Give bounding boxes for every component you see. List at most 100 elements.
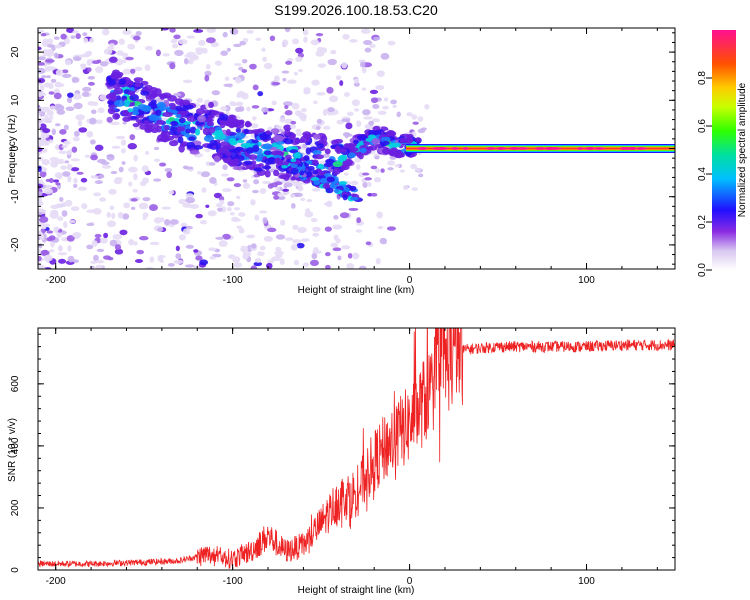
spectrogram-blob — [226, 177, 235, 182]
spectrogram-blob — [379, 237, 387, 245]
spectrogram-blob — [242, 251, 252, 257]
spectrogram-blob — [332, 161, 343, 168]
spectrogram-blob — [284, 237, 294, 241]
spectrogram-blob — [59, 128, 67, 135]
spectrogram-blob — [133, 154, 138, 162]
spectrogram-blob — [72, 232, 82, 238]
spectrogram-blob — [110, 121, 120, 126]
spectrogram-blob — [399, 169, 405, 173]
spectrogram-blob — [82, 32, 88, 37]
spectrogram-blob — [218, 240, 228, 247]
spectrogram-blob — [346, 111, 354, 117]
spectrogram-blob — [57, 252, 68, 256]
spectrogram-blob — [377, 225, 384, 230]
spectrogram-blob — [128, 238, 135, 246]
spectrogram-blob — [334, 138, 344, 144]
spectrogram-blob — [284, 182, 293, 188]
spectrogram-blob — [96, 248, 105, 253]
spectrogram-blob — [363, 116, 373, 120]
spectrogram-blob — [87, 75, 96, 80]
spectrogram-blob — [281, 161, 289, 167]
spectrogram-blob — [327, 58, 338, 66]
spectrogram-blob — [38, 243, 43, 249]
spectrogram-blob — [415, 137, 422, 143]
spectrogram-blob — [390, 99, 398, 105]
spectrogram-blob — [392, 104, 397, 108]
spectrogram-x-tick-label: -100 — [223, 275, 243, 286]
spectrogram-blob — [353, 139, 359, 145]
spectrogram-blob — [134, 258, 144, 263]
spectrogram-blob — [274, 157, 282, 164]
spectrogram-blob — [282, 39, 289, 47]
spectrogram-blob — [133, 241, 138, 246]
colorbar-tick-label: 0.2 — [697, 215, 708, 229]
spectrogram-blob — [107, 100, 115, 106]
spectrogram-blob — [38, 56, 46, 61]
spectrogram-blob — [231, 102, 238, 107]
spectrogram-blob — [113, 99, 125, 107]
spectrogram-blob — [185, 244, 194, 249]
spectrogram-blob — [173, 259, 184, 264]
spectrogram-blob — [253, 179, 260, 185]
spectrogram-blob — [134, 66, 143, 72]
spectrogram-blob — [352, 252, 360, 260]
spectrogram-blob — [65, 106, 75, 112]
spectrogram-blob — [326, 176, 335, 183]
spectrogram-blob — [130, 68, 136, 74]
spectrogram-blob — [341, 62, 348, 69]
spectrogram-blob — [290, 120, 297, 125]
spectrogram-blob — [254, 214, 260, 221]
spectrogram-blob — [245, 142, 253, 149]
spectrogram-blob — [250, 243, 257, 249]
spectrogram-blob — [61, 144, 68, 148]
spectrogram-blob — [196, 170, 202, 175]
spectrogram-blob — [369, 89, 379, 95]
spectrogram-band-spot — [462, 147, 469, 150]
spectrogram-blob — [82, 86, 92, 92]
spectrogram-blob — [244, 120, 251, 128]
spectrogram-blob — [128, 166, 138, 173]
spectrogram-blob — [47, 109, 54, 117]
spectrogram-blob — [174, 49, 184, 57]
spectrogram-blob — [128, 181, 133, 187]
spectrogram-blob — [335, 75, 342, 81]
spectrogram-blob — [205, 63, 211, 70]
spectrogram-blob — [380, 136, 391, 141]
spectrogram-blob — [135, 31, 142, 36]
spectrogram-blob — [228, 137, 237, 145]
spectrogram-blob — [257, 251, 265, 257]
spectrogram-blob — [123, 99, 131, 107]
spectrogram-blob — [206, 28, 217, 34]
spectrogram-blob — [202, 109, 210, 114]
spectrogram-blob — [282, 188, 290, 192]
spectrogram-blob — [199, 219, 207, 225]
spectrogram-blob — [327, 111, 333, 116]
spectrogram-blob — [63, 124, 69, 131]
spectrogram-blob — [66, 163, 73, 171]
spectrogram-blob — [218, 146, 229, 154]
spectrogram-blob — [136, 249, 145, 255]
spectrogram-blob — [53, 92, 62, 100]
spectrogram-blob — [275, 234, 286, 240]
spectrogram-blob — [38, 266, 43, 269]
spectrogram-blob — [130, 206, 136, 210]
spectrogram-blob — [302, 262, 309, 267]
spectrogram-blob — [262, 143, 273, 150]
spectrogram-blob — [237, 212, 246, 217]
spectrogram-blob — [305, 147, 312, 155]
spectrogram-blob — [144, 64, 151, 72]
spectrogram-blob — [232, 118, 239, 125]
spectrogram-blob — [313, 179, 321, 186]
spectrogram-blob — [295, 181, 303, 188]
spectrogram-blob — [249, 63, 257, 70]
spectrogram-blob — [312, 159, 319, 165]
spectrogram-blob — [38, 191, 43, 197]
spectrogram-blob — [73, 183, 78, 189]
spectrogram-blob — [348, 207, 359, 212]
spectrogram-blob — [186, 141, 196, 149]
spectrogram-blob — [57, 172, 63, 180]
spectrogram-blob — [365, 241, 372, 246]
spectrogram-blob — [54, 44, 62, 49]
spectrogram-blob — [90, 260, 98, 264]
spectrogram-blob — [70, 167, 80, 172]
